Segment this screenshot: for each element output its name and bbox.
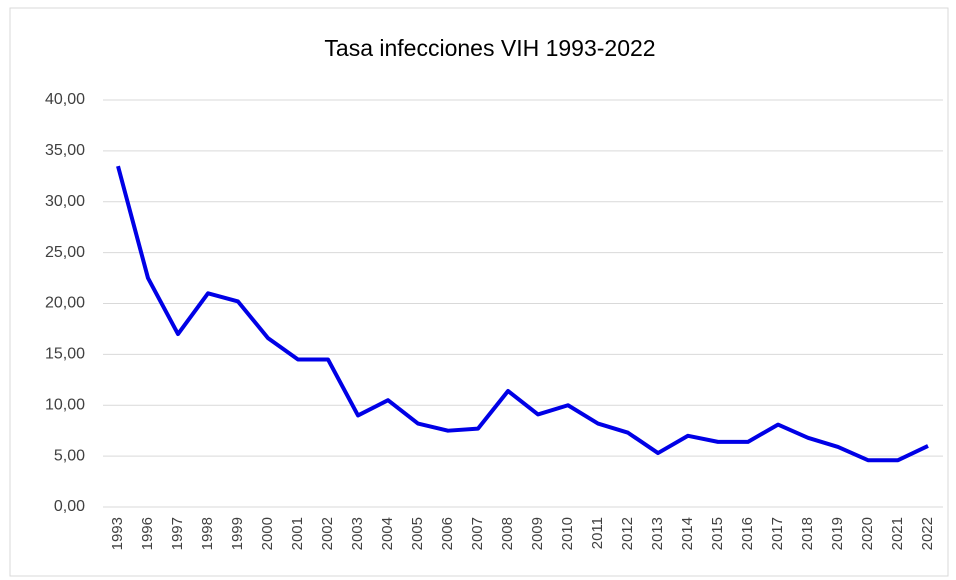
x-tick-label: 2001: [289, 517, 306, 550]
x-tick-label: 2016: [739, 517, 756, 550]
x-tick-label: 2015: [709, 517, 726, 550]
y-tick-label: 25,00: [45, 244, 85, 261]
y-tick-label: 0,00: [54, 498, 85, 515]
y-tick-label: 35,00: [45, 142, 85, 159]
chart-title: Tasa infecciones VIH 1993-2022: [324, 35, 655, 61]
y-tick-label: 15,00: [45, 346, 85, 363]
x-tick-label: 2009: [529, 517, 546, 550]
x-tick-label: 2020: [859, 517, 876, 550]
x-tick-label: 1993: [109, 517, 126, 550]
x-tick-label: 1999: [229, 517, 246, 550]
x-tick-label: 2010: [559, 517, 576, 550]
x-tick-label: 2000: [259, 517, 276, 550]
chart-frame: [9, 7, 949, 577]
x-tick-label: 2003: [349, 517, 366, 550]
x-tick-label: 2013: [649, 517, 666, 550]
x-tick-label: 2017: [769, 517, 786, 550]
x-tick-label: 2022: [919, 517, 936, 550]
y-tick-label: 40,00: [45, 91, 85, 108]
x-tick-label: 1996: [139, 517, 156, 550]
x-tick-label: 2011: [589, 517, 606, 549]
x-tick-label: 2019: [829, 517, 846, 550]
x-tick-label: 2014: [679, 517, 696, 550]
x-tick-label: 2012: [619, 517, 636, 550]
x-tick-label: 1998: [199, 517, 216, 550]
x-tick-label: 2021: [889, 517, 906, 550]
x-tick-label: 2006: [439, 517, 456, 550]
x-tick-label: 2004: [379, 517, 396, 550]
line-series: [116, 165, 929, 463]
x-tick-label: 2018: [799, 517, 816, 550]
y-tick-label: 30,00: [45, 193, 85, 210]
x-tick-label: 2005: [409, 517, 426, 550]
x-tick-label: 2002: [319, 517, 336, 550]
x-tick-label: 2008: [499, 517, 516, 550]
x-tick-label: 2007: [469, 517, 486, 550]
y-tick-label: 5,00: [54, 447, 85, 464]
y-tick-label: 20,00: [45, 295, 85, 312]
x-tick-label: 1997: [169, 517, 186, 550]
y-tick-label: 10,00: [45, 396, 85, 413]
